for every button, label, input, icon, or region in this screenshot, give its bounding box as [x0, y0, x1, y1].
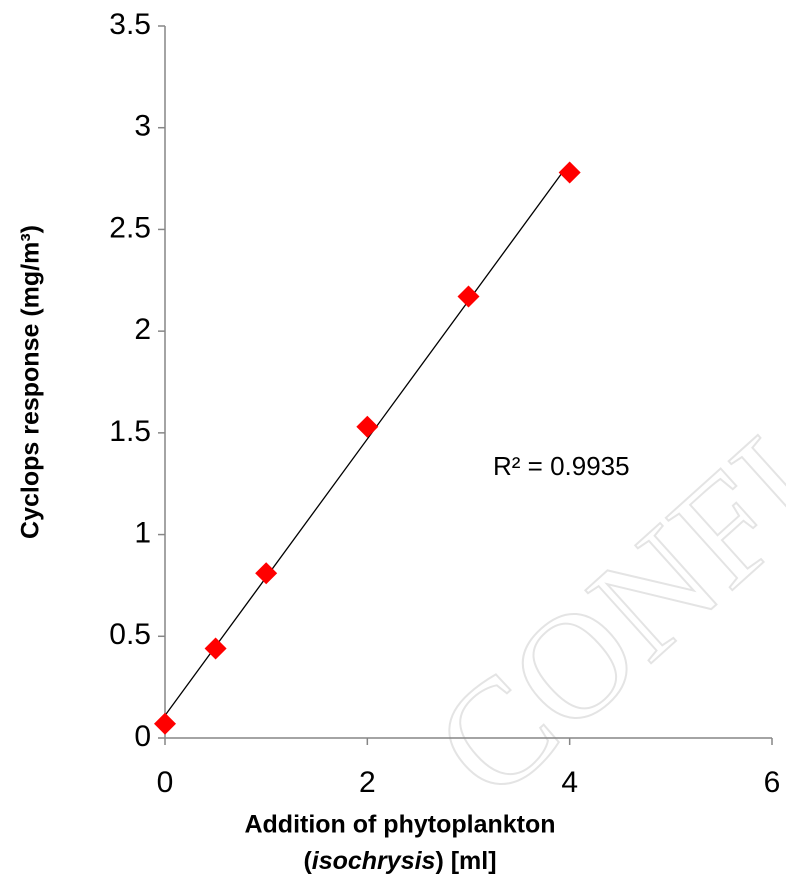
x-axis-title-part: ( [303, 847, 312, 875]
trendline [164, 162, 571, 716]
x-tick-label: 0 [157, 766, 174, 799]
data-point [154, 712, 176, 735]
x-axis-title: (isochrysis) [ml] [303, 847, 496, 875]
y-tick-label: 2.5 [109, 211, 151, 244]
y-tick-label: 3.5 [109, 8, 151, 41]
x-axis-title-part: ) [ml] [435, 847, 496, 875]
y-tick-label: 1 [134, 516, 151, 549]
data-point [356, 415, 379, 438]
x-axis-title: Addition of phytoplankton [244, 811, 555, 839]
x-tick-label: 4 [561, 766, 578, 799]
y-tick-label: 0 [134, 720, 151, 753]
annotation: R² = 0.9935 [493, 451, 630, 481]
y-tick-label: 3 [134, 110, 151, 143]
x-axis-title-part: isochrysis [312, 847, 436, 875]
y-tick-label: 0.5 [109, 618, 151, 651]
y-tick-label: 2 [134, 313, 151, 346]
data-point [558, 161, 581, 184]
data-point [204, 637, 227, 660]
y-tick-label: 1.5 [109, 415, 151, 448]
data-point [255, 562, 278, 585]
y-axis-title: Cyclops response (mg/m³) [17, 225, 45, 539]
x-tick-label: 6 [764, 766, 781, 799]
x-tick-label: 2 [359, 766, 376, 799]
data-point [457, 285, 480, 308]
